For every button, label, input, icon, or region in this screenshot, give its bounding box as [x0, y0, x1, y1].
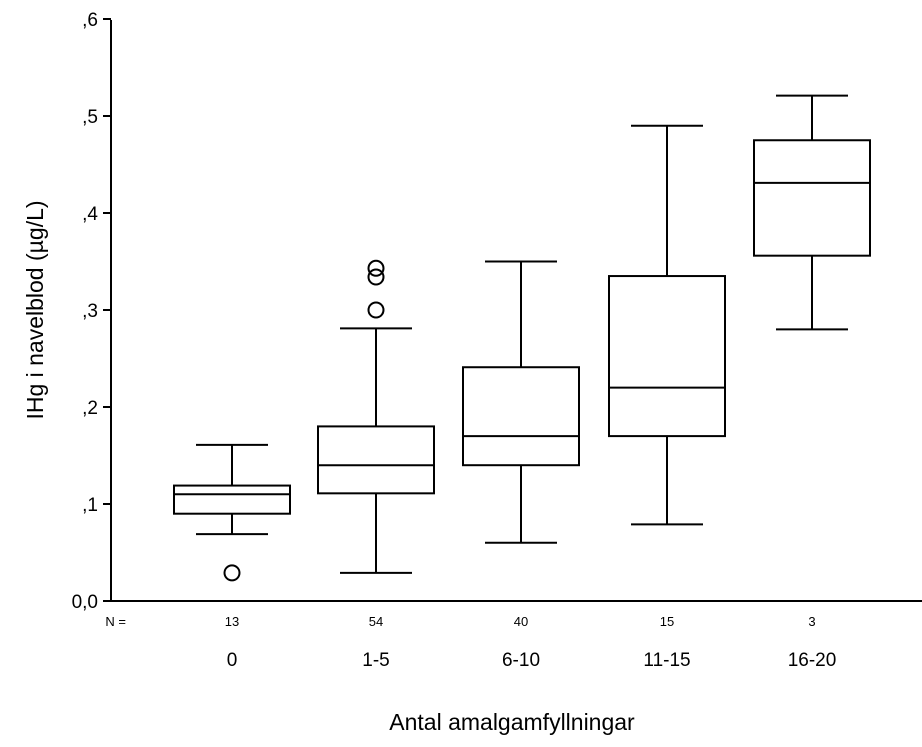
x-axis-labels: 13 0 54 1-5 40 6-10 15 11-15 3 16-20	[225, 614, 837, 671]
box-0	[173, 443, 291, 582]
x-category-label: 11-15	[643, 650, 690, 671]
y-tick-label: ,3	[82, 301, 98, 322]
iqr-box	[753, 139, 871, 257]
y-tick-label: 0,0	[72, 592, 98, 613]
iqr-box	[608, 275, 726, 438]
box-6-10	[462, 260, 580, 544]
iqr-box	[173, 484, 291, 515]
n-count-label: 40	[514, 614, 528, 629]
y-tick-label: ,1	[82, 495, 98, 516]
outlier-point	[223, 564, 241, 582]
box-16-20	[753, 94, 871, 331]
n-count-label: 3	[808, 614, 815, 629]
x-category-label: 1-5	[362, 650, 389, 671]
outlier-point	[367, 301, 385, 319]
y-tick-label: ,5	[82, 107, 98, 128]
y-axis-ticks: 0,0 ,1 ,2 ,3 ,4 ,5 ,6	[72, 10, 111, 613]
outlier-point	[367, 259, 385, 277]
y-tick-label: ,2	[82, 398, 98, 419]
n-prefix-label: N =	[105, 614, 126, 629]
y-tick-label: ,6	[82, 10, 98, 31]
box-11-15	[608, 124, 726, 526]
n-count-label: 13	[225, 614, 239, 629]
iqr-box	[462, 366, 580, 467]
box-1-5	[317, 259, 435, 574]
x-category-label: 16-20	[788, 650, 837, 671]
box-group	[173, 94, 871, 582]
n-count-label: 54	[369, 614, 383, 629]
x-category-label: 6-10	[502, 650, 540, 671]
x-axis-title: Antal amalgamfyllningar	[389, 709, 635, 735]
x-category-label: 0	[227, 650, 238, 671]
n-count-label: 15	[660, 614, 674, 629]
y-tick-label: ,4	[82, 204, 98, 225]
y-axis-title: IHg i navelblod (µg/L)	[22, 200, 48, 419]
outlier-point	[367, 268, 385, 286]
iqr-box	[317, 425, 435, 495]
